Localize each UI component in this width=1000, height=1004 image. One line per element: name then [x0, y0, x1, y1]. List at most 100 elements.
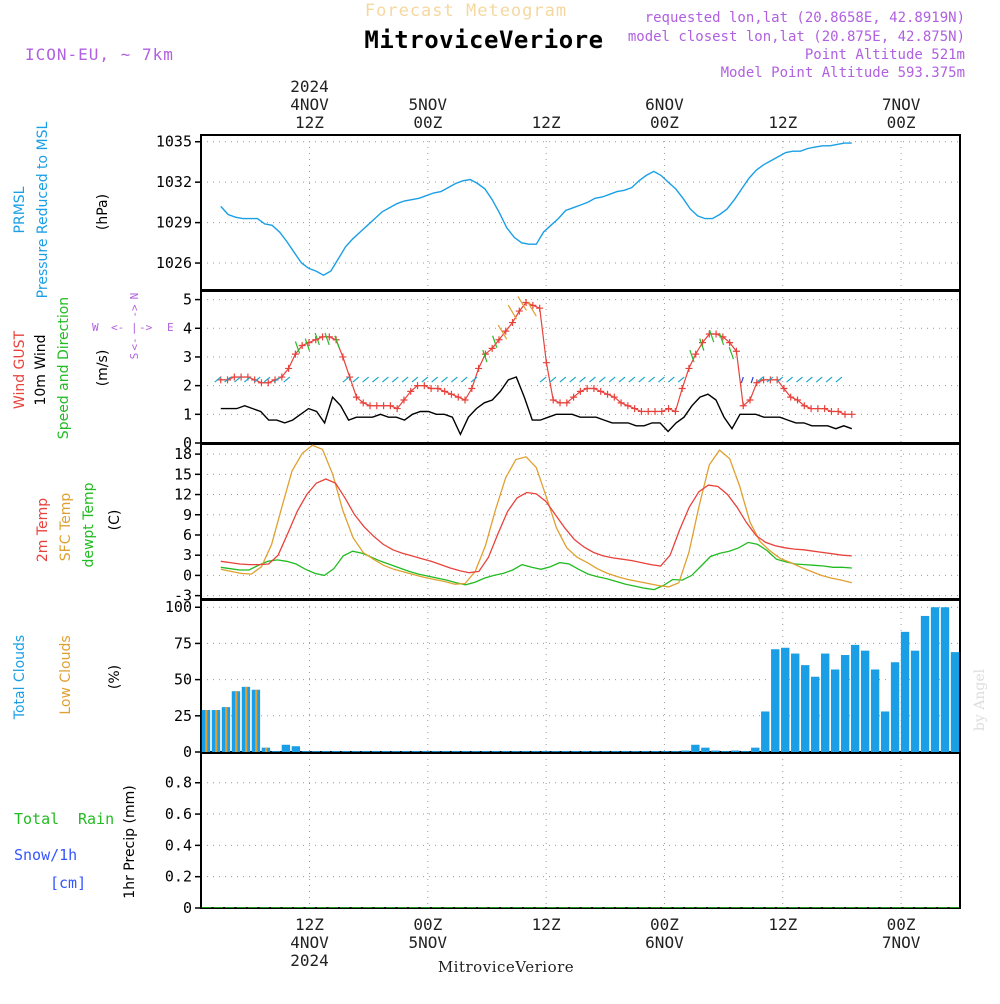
compass-arrow-left: <-: [111, 321, 124, 334]
compass-s: S: [128, 353, 141, 360]
wind-gust-marker: [658, 407, 666, 415]
temp-unit-label: (C): [107, 510, 123, 531]
wind-ytick-label: 3: [183, 348, 192, 366]
wind-10m-label: 10m Wind: [33, 334, 49, 405]
pressure-ytick-label: 1026: [156, 254, 192, 272]
wind-direction-arrow: [689, 349, 695, 363]
wind-direction-arrow: [342, 376, 350, 383]
wind-unit-label: (m/s): [95, 350, 111, 387]
rain-bar: [351, 907, 361, 908]
rain-bar: [535, 907, 545, 908]
wind-direction-arrow: [304, 338, 311, 351]
total-clouds-bar: [711, 750, 720, 752]
rain-bar: [834, 907, 844, 908]
total-clouds-bar: [581, 751, 590, 752]
rain-bar: [616, 907, 626, 908]
wind-direction-arrow: [460, 376, 468, 383]
wind-gust-marker: [420, 382, 428, 390]
wind-gust-marker: [298, 341, 306, 349]
wind-direction-arrow: [517, 296, 527, 311]
wind-gust-marker: [834, 407, 842, 415]
clouds-ytick-label: 50: [174, 671, 192, 689]
total-clouds-bar: [491, 751, 500, 752]
total-clouds-bar: [771, 649, 780, 752]
wind-direction-arrow: [482, 349, 488, 363]
low-clouds-bar: [245, 686, 248, 752]
requested-lonlat: requested lon,lat (20.8658E, 42.8919N): [645, 10, 965, 26]
total-clouds-bar: [791, 653, 800, 752]
wind-gust-marker: [814, 405, 822, 413]
wind-direction-arrow: [263, 376, 271, 383]
total-clouds-bar: [431, 751, 440, 752]
wind-gust-marker: [380, 402, 388, 410]
total-clouds-bar: [621, 751, 630, 752]
rain-label: Rain: [78, 810, 114, 828]
snow-unit-label: [cm]: [50, 874, 86, 892]
wind-gust-marker: [502, 327, 510, 335]
rain-bar: [455, 907, 465, 908]
wind-ytick-label: 5: [183, 291, 192, 309]
wind-gust-marker: [821, 405, 829, 413]
bottom-time-label: 00Z: [650, 915, 679, 934]
total-clouds-bar: [591, 751, 600, 752]
wind-gust-marker: [407, 387, 415, 395]
compass-e: E: [167, 321, 174, 334]
rain-bar: [409, 907, 419, 908]
total-clouds-bar: [461, 751, 470, 752]
wind-gust-marker: [257, 379, 265, 387]
clouds-ytick-label: 100: [165, 598, 192, 616]
wind-panel: 0 1 2 3 4 5: [183, 290, 961, 452]
closest-lonlat: model closest lon,lat (20.875E, 42.875N): [628, 29, 965, 45]
total-clouds-bar: [571, 751, 580, 752]
wind-direction-arrow: [618, 376, 626, 383]
rain-bar: [374, 907, 384, 908]
total-clouds-bar: [850, 644, 860, 752]
wind-ytick-label: 4: [183, 319, 192, 337]
wind-gust-marker: [787, 393, 795, 401]
wind-direction-arrow: [224, 376, 231, 383]
wind-direction-arrow: [470, 376, 478, 383]
wind-direction-arrow: [815, 376, 823, 383]
total-clouds-bar: [481, 751, 490, 752]
wind-direction-arrow: [677, 376, 685, 383]
wind-ytick-label: 0: [183, 434, 192, 452]
chart-subtitle: Forecast Meteogram: [365, 1, 567, 21]
wind-direction-arrow: [549, 376, 557, 383]
wind-direction-arrow: [391, 376, 399, 383]
compass-w: W: [92, 321, 99, 334]
wind-direction-arrow: [243, 376, 251, 383]
top-time-label: 00Z: [887, 113, 916, 132]
wind-gust-marker: [576, 387, 584, 395]
wind-direction-arrow: [362, 376, 370, 383]
rain-bar: [305, 907, 315, 908]
wind-direction-arrow: [766, 376, 774, 383]
total-clouds-bar: [611, 751, 620, 752]
credit-watermark: by Angel: [972, 668, 988, 731]
total-clouds-bar: [561, 751, 570, 752]
point-altitude: Point Altitude 521m: [805, 47, 965, 63]
rain-bar: [581, 907, 591, 908]
rain-bar: [202, 907, 212, 908]
rain-bar: [294, 907, 304, 908]
snow-label: Snow/1h: [14, 846, 77, 864]
wind-gust-marker: [671, 407, 679, 415]
rain-bar: [225, 907, 235, 908]
total-clouds-bar: [411, 751, 420, 752]
wind-gust-marker: [339, 353, 347, 361]
dewpt-temp-line: [220, 541, 852, 591]
compass-arrow-right: ->: [139, 321, 153, 334]
total-clouds-bar: [731, 750, 740, 752]
wind-panel-labels: Wind GUST 10m Wind Speed and Direction (…: [12, 293, 174, 440]
bottom-time-label: 12Z: [295, 915, 324, 934]
wind-gust-marker: [285, 364, 293, 372]
model-point-altitude: Model Point Altitude 593.375m: [721, 65, 965, 81]
total-clouds-bar: [840, 655, 850, 752]
wind-direction-arrow: [569, 376, 577, 383]
bottom-time-label: 12Z: [532, 915, 561, 934]
wind-gust-marker: [393, 405, 401, 413]
bottom-time-label: 00Z: [887, 915, 916, 934]
bottom-time-label: 00Z: [413, 915, 442, 934]
precip-frame: [200, 752, 961, 909]
wind-gust-marker: [434, 385, 442, 393]
rain-bar: [593, 907, 603, 908]
